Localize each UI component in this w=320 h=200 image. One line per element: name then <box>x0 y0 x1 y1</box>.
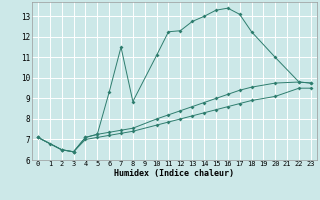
X-axis label: Humidex (Indice chaleur): Humidex (Indice chaleur) <box>115 169 234 178</box>
